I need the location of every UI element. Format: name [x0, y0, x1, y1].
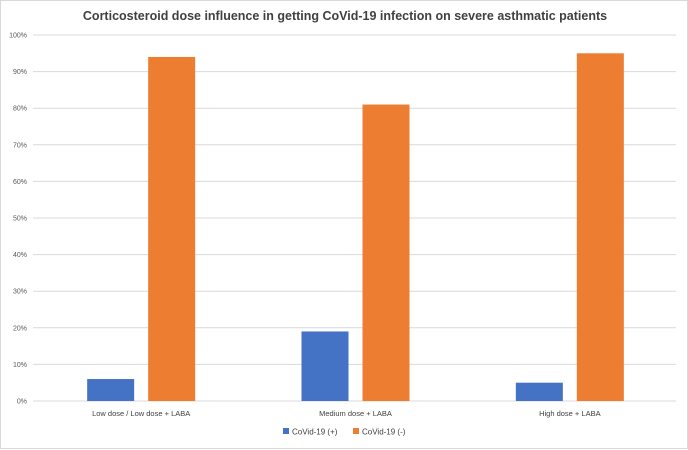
y-tick-label: 100%: [9, 33, 27, 40]
bar-covid-negative: [148, 56, 196, 402]
legend-swatch: [353, 428, 359, 434]
y-tick-label: 30%: [13, 289, 27, 296]
legend-swatch: [283, 428, 289, 434]
x-category-label: Low dose / Low dose + LABA: [92, 409, 190, 418]
y-tick-label: 0%: [17, 399, 27, 406]
y-tick-label: 70%: [13, 142, 27, 149]
bar-covid-positive: [515, 382, 563, 401]
y-tick-label: 60%: [13, 179, 27, 186]
y-tick-label: 40%: [13, 252, 27, 259]
legend-label: CoVid-19 (+): [292, 428, 338, 437]
y-tick-label: 80%: [13, 106, 27, 113]
x-category-label: Medium dose + LABA: [319, 409, 392, 418]
y-tick-label: 10%: [13, 362, 27, 369]
chart-title: Corticosteroid dose influence in getting…: [83, 9, 607, 23]
bar-covid-positive: [301, 331, 349, 401]
bar-covid-negative: [576, 53, 624, 402]
bar-covid-negative: [362, 104, 410, 401]
x-category-label: High dose + LABA: [539, 409, 601, 418]
y-tick-label: 90%: [13, 69, 27, 76]
y-tick-label: 20%: [13, 325, 27, 332]
legend-label: CoVid-19 (-): [362, 428, 406, 437]
y-tick-label: 50%: [13, 216, 27, 223]
bar-covid-positive: [87, 379, 135, 401]
